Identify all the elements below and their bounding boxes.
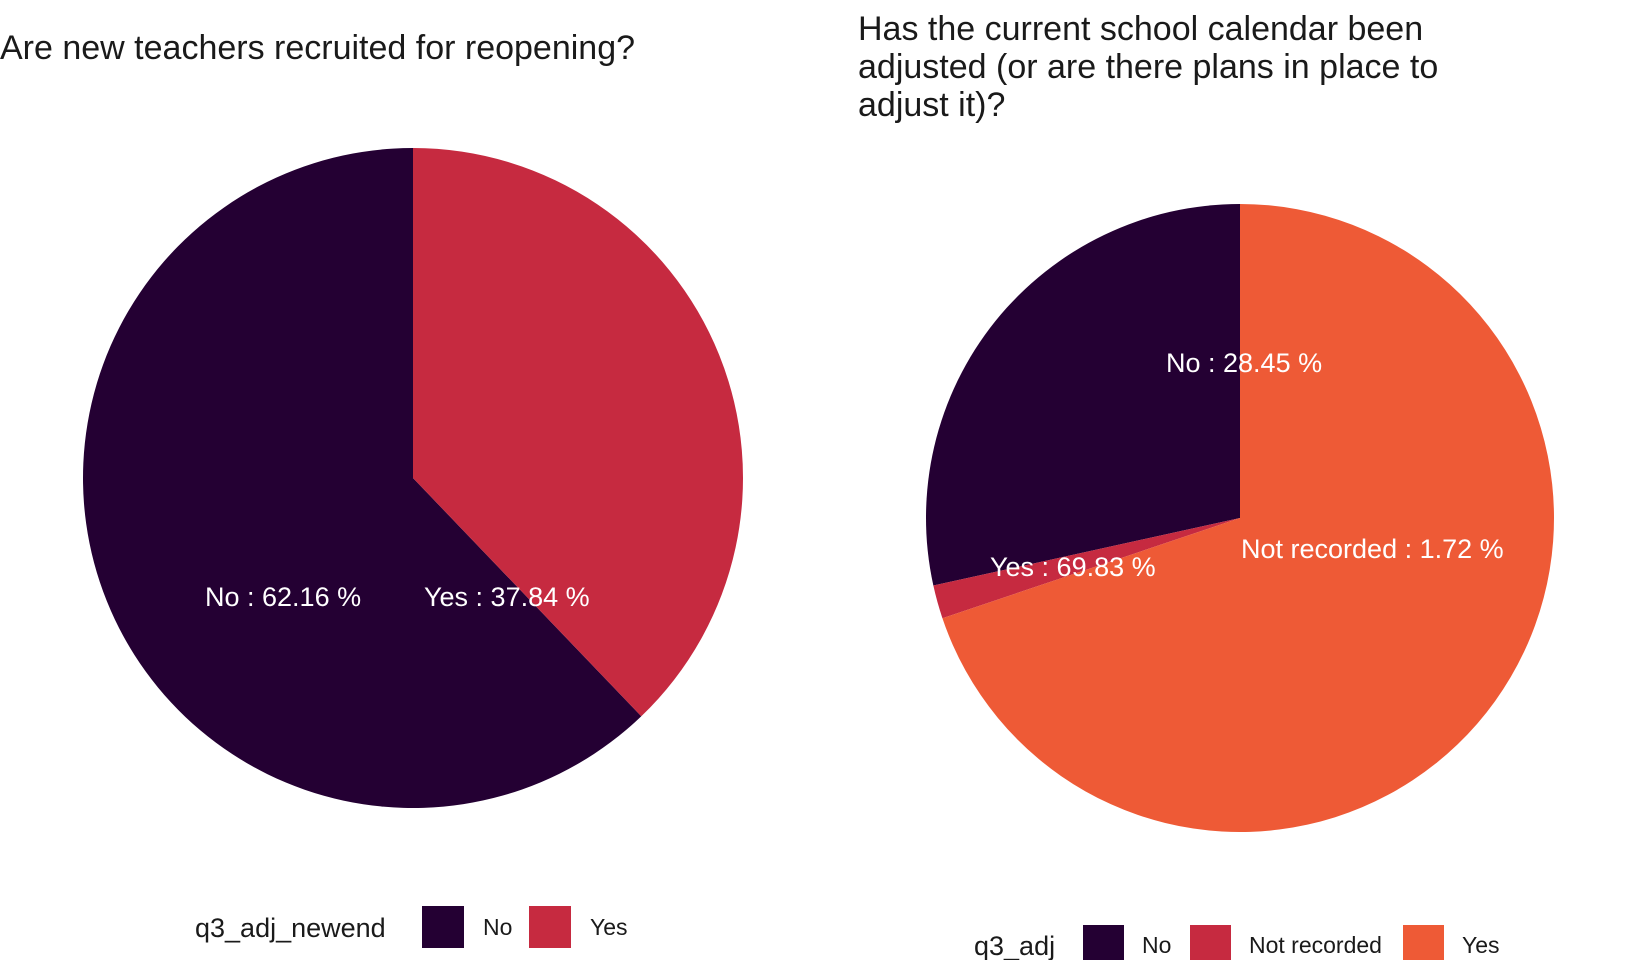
chart-2-title-line-1: Has the current school calendar been bbox=[858, 10, 1423, 48]
chart-2-slice-not-recorded bbox=[933, 518, 1240, 619]
chart-2-pie bbox=[926, 204, 1555, 832]
chart-2-legend-title: q3_adj bbox=[974, 931, 1055, 960]
chart-2-legend-swatch-no bbox=[1083, 925, 1124, 960]
chart-2-slice-yes bbox=[942, 204, 1555, 832]
chart-2: Has the current school calendar been adj… bbox=[858, 10, 1555, 960]
chart-1-legend-title: q3_adj_newend bbox=[195, 913, 386, 943]
chart-2-legend: q3_adj No Not recorded Yes bbox=[974, 925, 1500, 960]
chart-2-label-no: No : 28.45 % bbox=[1166, 348, 1322, 378]
chart-2-legend-swatch-yes bbox=[1403, 925, 1444, 960]
chart-2-legend-label-no: No bbox=[1142, 932, 1171, 958]
chart-1-pie bbox=[82, 148, 743, 809]
chart-2-title-line-2: adjusted (or are there plans in place to bbox=[858, 48, 1438, 86]
chart-1-title: Are new teachers recruited for reopening… bbox=[0, 29, 635, 67]
chart-1-legend-swatch-yes bbox=[529, 906, 571, 948]
chart-1-legend-label-no: No bbox=[483, 914, 512, 940]
chart-1-legend: q3_adj_newend No Yes bbox=[195, 906, 628, 948]
chart-1-slice-no bbox=[82, 148, 642, 809]
chart-1-slice-yes bbox=[413, 148, 743, 717]
chart-2-slice-no bbox=[926, 204, 1240, 586]
chart-1-legend-label-yes: Yes bbox=[590, 914, 628, 940]
chart-1-legend-swatch-no bbox=[422, 906, 464, 948]
chart-2-legend-label-not-recorded: Not recorded bbox=[1249, 932, 1382, 958]
chart-2-title-line-3: adjust it)? bbox=[858, 86, 1005, 124]
chart-2-legend-label-yes: Yes bbox=[1462, 932, 1500, 958]
chart-2-legend-swatch-not-recorded bbox=[1190, 925, 1231, 960]
chart-1-label-no: No : 62.16 % bbox=[205, 582, 361, 612]
chart-2-label-not-recorded: Not recorded : 1.72 % bbox=[1241, 534, 1504, 564]
chart-1: Are new teachers recruited for reopening… bbox=[0, 29, 743, 948]
chart-1-label-yes: Yes : 37.84 % bbox=[424, 582, 590, 612]
chart-2-label-yes: Yes : 69.83 % bbox=[990, 552, 1156, 582]
